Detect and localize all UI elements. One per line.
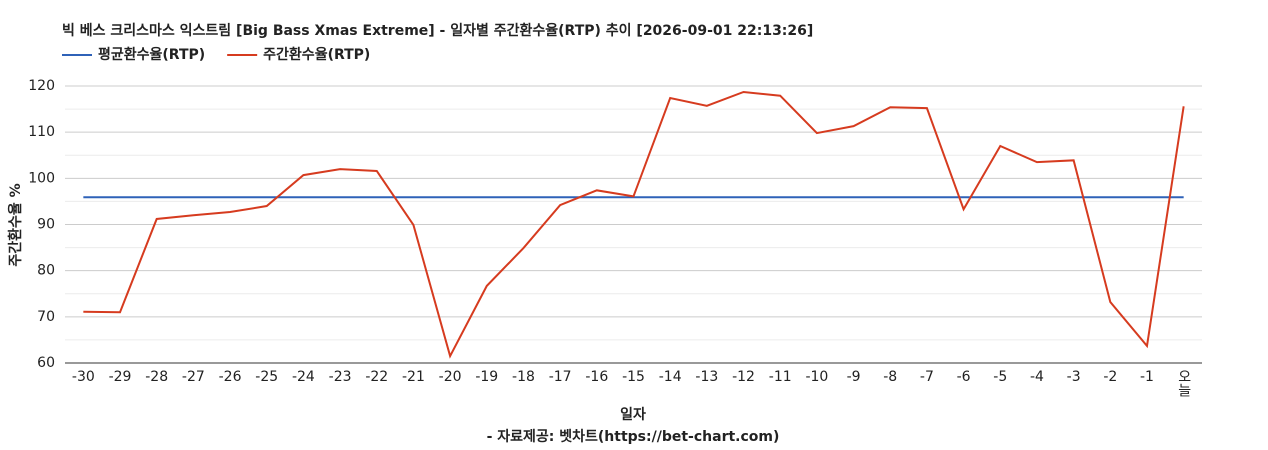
y-tick-label: 100 — [28, 170, 55, 186]
x-tick-label: -14 — [659, 369, 682, 385]
y-tick-label: 70 — [37, 309, 55, 325]
y-tick-label: 60 — [37, 355, 55, 371]
y-tick-label: 80 — [37, 263, 55, 279]
x-tick-label: -13 — [695, 369, 718, 385]
x-tick-label: -10 — [805, 369, 828, 385]
x-tick-label: -25 — [255, 369, 278, 385]
x-tick-label: -9 — [847, 369, 861, 385]
x-tick-label: -26 — [219, 369, 242, 385]
x-tick-label: -15 — [622, 369, 645, 385]
source-note: - 자료제공: 벳차트(https://bet-chart.com) — [487, 428, 780, 445]
x-tick-label: -17 — [549, 369, 572, 385]
x-tick-label: -28 — [145, 369, 168, 385]
x-tick-label: -23 — [329, 369, 352, 385]
chart-title: 빅 베스 크리스마스 익스트림 [Big Bass Xmas Extreme] … — [62, 22, 813, 39]
x-tick-label: -12 — [732, 369, 755, 385]
series-line — [83, 90, 1185, 359]
x-tick-label: 오늘 — [1176, 369, 1192, 397]
x-tick-label: -22 — [365, 369, 388, 385]
x-axis-title: 일자 — [620, 407, 646, 423]
x-tick-label: -6 — [957, 369, 971, 385]
x-tick-label: -19 — [475, 369, 498, 385]
x-tick-label: -5 — [993, 369, 1007, 385]
x-tick-label: -21 — [402, 369, 425, 385]
x-tick-label: -11 — [769, 369, 792, 385]
x-tick-label: -29 — [109, 369, 132, 385]
legend-label: 주간환수율(RTP) — [263, 46, 370, 63]
x-tick-label: -18 — [512, 369, 535, 385]
x-tick-label: -3 — [1067, 369, 1081, 385]
x-tick-label: -27 — [182, 369, 205, 385]
x-tick-label: -7 — [920, 369, 934, 385]
y-tick-label: 90 — [37, 217, 55, 233]
y-tick-label: 120 — [28, 78, 55, 94]
x-tick-label: -4 — [1030, 369, 1044, 385]
x-tick-label: -20 — [439, 369, 462, 385]
legend-label: 평균환수율(RTP) — [98, 46, 205, 63]
y-axis-title: 주간환수율 % — [7, 183, 24, 266]
x-tick-label: -1 — [1140, 369, 1154, 385]
y-tick-label: 110 — [28, 124, 55, 140]
x-tick-label: -8 — [883, 369, 897, 385]
x-tick-label: -16 — [585, 369, 608, 385]
x-tick-label: -30 — [72, 369, 95, 385]
x-tick-label: -24 — [292, 369, 315, 385]
x-tick-label: -2 — [1103, 369, 1117, 385]
